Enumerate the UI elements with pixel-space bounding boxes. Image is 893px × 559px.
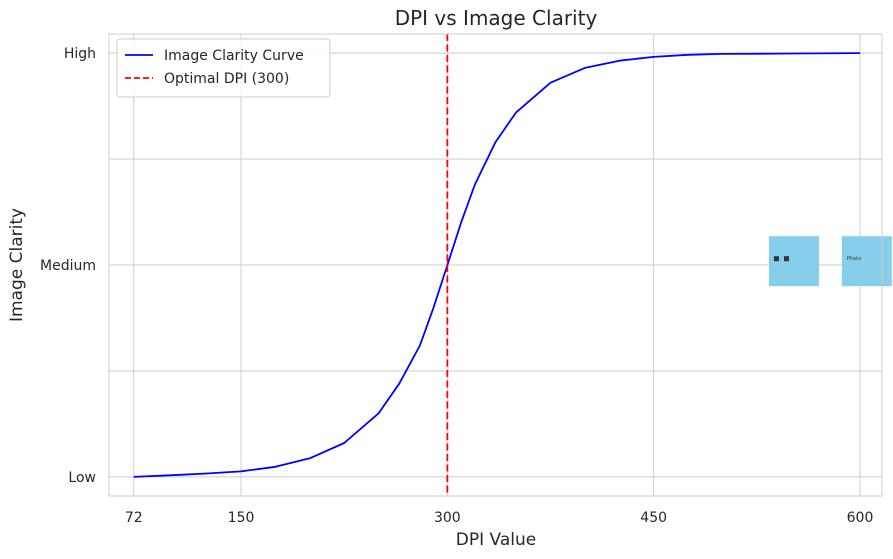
pixel-dot (773, 256, 779, 262)
legend-label-curve: Image Clarity Curve (164, 48, 304, 64)
image-clarity-curve (133, 52, 861, 478)
photo-image-tile (841, 236, 892, 287)
plot-frame (108, 33, 883, 497)
x-tick-label: 600 (847, 510, 874, 526)
x-tick-labels: 72 150 300 450 600 (125, 510, 874, 526)
legend-box (116, 38, 331, 98)
pixelated-image-icon (768, 236, 819, 287)
pixel-dot (783, 256, 789, 262)
y-tick-labels: Low Medium High (40, 46, 96, 486)
x-tick-label: 150 (228, 510, 255, 526)
y-tick-label: High (64, 46, 96, 62)
legend: Image Clarity Curve Optimal DPI (300) (116, 38, 331, 98)
x-axis-title: DPI Value (456, 530, 536, 550)
y-axis-title: Image Clarity (7, 208, 27, 322)
x-tick-label: 450 (640, 510, 667, 526)
photo-label: Photo (847, 256, 861, 262)
y-tick-label: Medium (40, 258, 96, 274)
legend-label-optimal: Optimal DPI (300) (164, 71, 289, 87)
y-tick-label: Low (68, 470, 96, 486)
x-tick-label: 72 (125, 510, 143, 526)
series-layer (133, 34, 861, 496)
grid-layer (109, 34, 882, 496)
x-tick-label: 300 (434, 510, 461, 526)
image-icons: Photo (768, 236, 892, 287)
photo-image-icon: Photo (841, 236, 892, 287)
chart-title: DPI vs Image Clarity (395, 6, 598, 30)
